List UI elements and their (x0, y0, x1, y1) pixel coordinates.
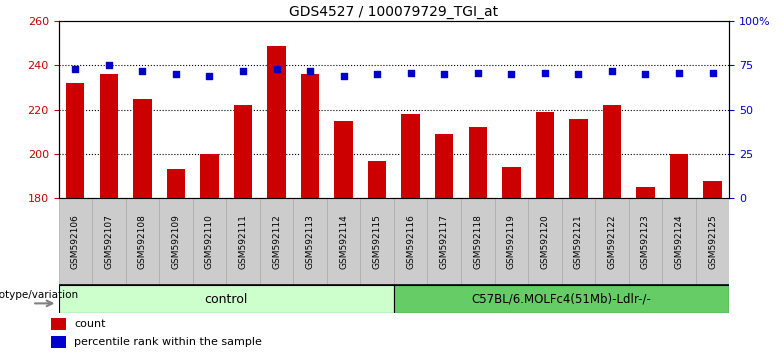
Bar (528, 198, 562, 285)
Text: GSM592116: GSM592116 (406, 214, 415, 269)
Bar (159, 198, 193, 285)
Bar (66, 83, 84, 198)
Text: GSM592114: GSM592114 (339, 214, 348, 269)
Title: GDS4527 / 100079729_TGI_at: GDS4527 / 100079729_TGI_at (289, 5, 498, 19)
Point (304, 68, 317, 74)
Bar (427, 198, 461, 285)
Bar (260, 198, 293, 285)
Text: C57BL/6.MOLFc4(51Mb)-Ldlr-/-: C57BL/6.MOLFc4(51Mb)-Ldlr-/- (472, 293, 651, 306)
Text: GSM592111: GSM592111 (239, 214, 247, 269)
Point (136, 68, 149, 74)
Bar (502, 167, 520, 198)
Text: GSM592120: GSM592120 (541, 214, 549, 269)
Bar (696, 198, 729, 285)
Point (338, 73, 350, 79)
Bar (636, 187, 654, 198)
Text: GSM592113: GSM592113 (306, 214, 314, 269)
Point (472, 70, 484, 75)
Bar (51, 337, 66, 348)
Bar (360, 198, 394, 285)
Bar (51, 318, 66, 330)
Bar (92, 198, 126, 285)
Bar (335, 121, 353, 198)
Point (505, 72, 518, 77)
Bar (629, 198, 662, 285)
Bar (368, 161, 386, 198)
Bar (536, 112, 554, 198)
Point (640, 72, 652, 77)
Point (606, 68, 619, 74)
Point (69, 66, 82, 72)
Text: GSM592125: GSM592125 (708, 214, 717, 269)
Text: GSM592119: GSM592119 (507, 214, 516, 269)
Text: genotype/variation: genotype/variation (0, 290, 79, 300)
Bar (495, 198, 528, 285)
Text: GSM592124: GSM592124 (675, 214, 683, 269)
Bar (133, 99, 151, 198)
Point (438, 72, 451, 77)
Bar (435, 134, 453, 198)
Text: GSM592109: GSM592109 (172, 214, 180, 269)
Bar (327, 198, 360, 285)
Bar (193, 198, 226, 285)
Bar (402, 114, 420, 198)
Bar (58, 198, 92, 285)
Bar (58, 285, 394, 313)
Text: GSM592106: GSM592106 (71, 214, 80, 269)
Bar (704, 181, 722, 198)
Bar (200, 154, 218, 198)
Text: GSM592118: GSM592118 (473, 214, 482, 269)
Bar (293, 198, 327, 285)
Text: GSM592117: GSM592117 (440, 214, 448, 269)
Text: control: control (204, 293, 248, 306)
Text: GSM592108: GSM592108 (138, 214, 147, 269)
Text: GSM592121: GSM592121 (574, 214, 583, 269)
Bar (595, 198, 629, 285)
Point (538, 70, 551, 75)
Bar (603, 105, 621, 198)
Bar (569, 119, 587, 198)
Bar (226, 198, 260, 285)
Point (204, 73, 216, 79)
Text: GSM592123: GSM592123 (641, 214, 650, 269)
Bar (167, 170, 185, 198)
Bar (670, 154, 688, 198)
Point (271, 66, 283, 72)
Point (573, 72, 585, 77)
Point (707, 70, 719, 75)
Text: count: count (74, 319, 105, 329)
Bar (126, 198, 159, 285)
Bar (394, 285, 729, 313)
Bar (268, 46, 285, 198)
Bar (662, 198, 696, 285)
Bar (234, 105, 252, 198)
Point (371, 72, 384, 77)
Text: GSM592110: GSM592110 (205, 214, 214, 269)
Bar (301, 74, 319, 198)
Point (237, 68, 250, 74)
Text: GSM592122: GSM592122 (608, 214, 616, 269)
Bar (461, 198, 495, 285)
Bar (469, 127, 487, 198)
Point (170, 72, 183, 77)
Point (405, 70, 417, 75)
Text: GSM592112: GSM592112 (272, 214, 281, 269)
Bar (562, 198, 595, 285)
Bar (100, 74, 118, 198)
Point (673, 70, 686, 75)
Text: GSM592115: GSM592115 (373, 214, 381, 269)
Text: GSM592107: GSM592107 (105, 214, 113, 269)
Point (103, 63, 115, 68)
Bar (394, 198, 427, 285)
Text: percentile rank within the sample: percentile rank within the sample (74, 337, 262, 347)
